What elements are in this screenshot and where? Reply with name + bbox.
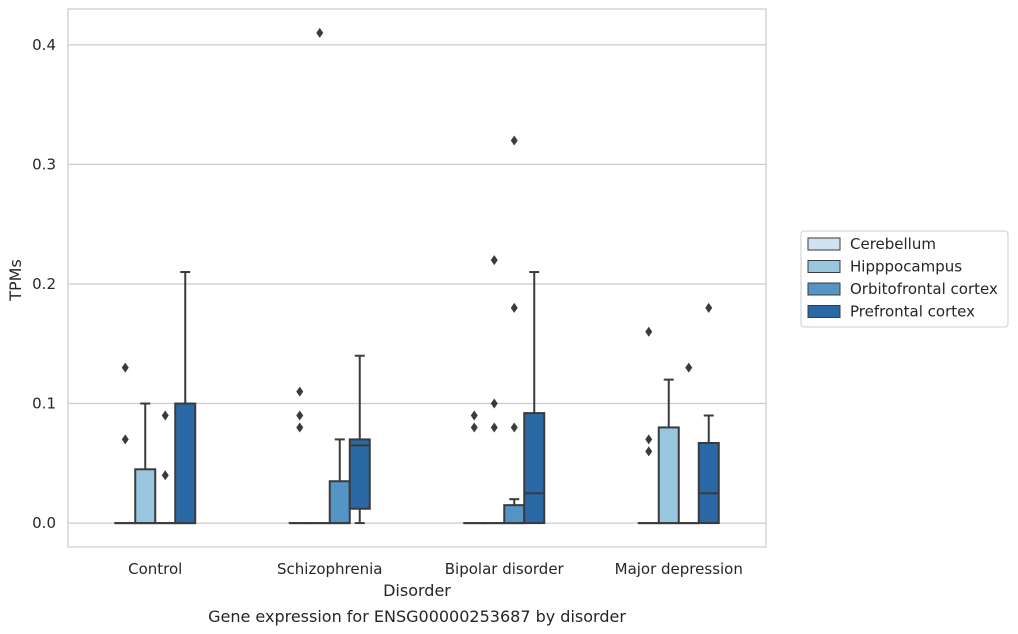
outlier-point: [121, 362, 129, 373]
box: [154, 410, 177, 525]
series-orbitofrontal-cortex: [154, 135, 700, 525]
box-body: [657, 426, 680, 525]
legend-label: Hipppocampus: [850, 258, 962, 276]
legend-swatch: [807, 237, 841, 251]
box: [697, 302, 720, 525]
box: [348, 354, 371, 525]
outlier-point: [645, 326, 653, 337]
plot-area-frame: [67, 8, 767, 548]
outlier-point: [316, 27, 324, 38]
outlier-point: [470, 422, 478, 433]
box: [483, 255, 506, 525]
legend-swatch: [807, 282, 841, 296]
legend-item: Orbitofrontal cortex: [807, 280, 998, 298]
box: [463, 410, 486, 525]
box: [637, 326, 660, 525]
box-body: [348, 438, 371, 510]
box: [174, 271, 197, 525]
outlier-point: [296, 410, 304, 421]
outlier-point: [510, 422, 518, 433]
legend-label: Cerebellum: [850, 235, 936, 253]
legend-item: Cerebellum: [807, 235, 936, 253]
outlier-point: [490, 398, 498, 409]
box-body: [523, 412, 546, 525]
y-tick-labels: 0.0 0.1 0.2 0.3 0.4: [32, 36, 56, 532]
series-prefrontal-cortex: [174, 271, 720, 525]
y-tick-label: 0.4: [32, 36, 56, 54]
series-hipppocampus: [134, 27, 680, 525]
y-axis-label: TPMs: [6, 259, 25, 302]
outlier-point: [161, 470, 169, 481]
box: [503, 135, 526, 525]
legend: Cerebellum Hipppocampus Orbitofrontal cort…: [800, 230, 1009, 328]
legend-frame: [800, 230, 1009, 328]
outlier-point: [510, 135, 518, 146]
outlier-point: [161, 410, 169, 421]
y-tick-label: 0.1: [32, 395, 56, 413]
box: [523, 271, 546, 525]
series-cerebellum: [114, 326, 660, 525]
x-tick-label: Schizophrenia: [277, 560, 382, 578]
box-series: [114, 27, 720, 525]
x-axis-label: Disorder: [383, 581, 451, 600]
outlier-point: [490, 422, 498, 433]
outlier-point: [705, 302, 713, 313]
x-tick-label: Major depression: [615, 560, 743, 578]
box: [134, 402, 157, 525]
chart-title: Gene expression for ENSG00000253687 by d…: [208, 607, 626, 626]
legend-item: Prefrontal cortex: [807, 303, 975, 321]
x-tick-labels: Control Schizophrenia Bipolar disorder Majo…: [128, 560, 743, 578]
legend-label: Orbitofrontal cortex: [850, 280, 998, 298]
outlier-point: [121, 434, 129, 445]
x-tick-label: Bipolar disorder: [445, 560, 565, 578]
outlier-point: [490, 255, 498, 266]
box: [114, 362, 137, 525]
outlier-point: [296, 422, 304, 433]
legend-swatch: [807, 305, 841, 318]
box: [308, 27, 331, 525]
outlier-point: [645, 434, 653, 445]
outlier-point: [685, 362, 693, 373]
outlier-point: [510, 302, 518, 313]
y-tick-label: 0.3: [32, 155, 56, 173]
legend-label: Prefrontal cortex: [850, 303, 975, 321]
y-tick-label: 0.0: [32, 514, 56, 532]
y-tick-label: 0.2: [32, 275, 56, 293]
legend-item: Hipppocampus: [807, 258, 962, 276]
legend-swatch: [807, 260, 841, 273]
box: [288, 386, 311, 525]
outlier-point: [645, 446, 653, 457]
box-body: [174, 402, 197, 525]
legend-items: Cerebellum Hipppocampus Orbitofrontal cort…: [807, 235, 998, 321]
box-body: [503, 504, 526, 525]
box: [677, 362, 700, 525]
box: [328, 438, 351, 525]
box: [657, 378, 680, 525]
box-body: [697, 441, 720, 525]
x-tick-label: Control: [128, 560, 182, 578]
outlier-point: [470, 410, 478, 421]
box-body: [328, 480, 351, 525]
box-body: [134, 468, 157, 525]
outlier-point: [296, 386, 304, 397]
